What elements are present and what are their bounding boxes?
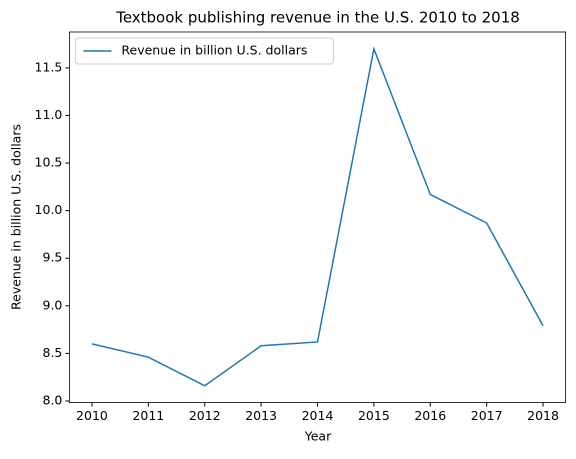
x-tick-label: 2010: [76, 408, 108, 423]
x-axis-label: Year: [304, 429, 332, 444]
y-tick-label: 11.5: [35, 59, 63, 74]
x-tick-label: 2014: [302, 408, 334, 423]
x-tick-label: 2017: [471, 408, 503, 423]
y-tick-label: 10.5: [35, 155, 63, 170]
chart-title: Textbook publishing revenue in the U.S. …: [115, 9, 520, 27]
x-tick-label: 2013: [245, 408, 277, 423]
y-tick-label: 8.0: [43, 392, 63, 407]
y-tick-label: 10.0: [35, 202, 63, 217]
y-tick-label: 9.5: [43, 250, 63, 265]
x-tick-label: 2016: [414, 408, 446, 423]
x-tick-label: 2018: [527, 408, 559, 423]
legend-label: Revenue in billion U.S. dollars: [121, 43, 307, 58]
plot-frame: [69, 31, 567, 404]
line: [91, 46, 544, 387]
x-tick-label: 2011: [132, 408, 164, 423]
y-tick-label: 11.0: [35, 107, 63, 122]
y-axis-label: Revenue in billion U.S. dollars: [9, 124, 24, 310]
y-tick-label: 9.0: [43, 297, 63, 312]
x-tick-label: 2015: [358, 408, 390, 423]
legend-box: [74, 37, 334, 65]
y-tick-label: 8.5: [43, 345, 63, 360]
x-tick-label: 2012: [189, 408, 221, 423]
